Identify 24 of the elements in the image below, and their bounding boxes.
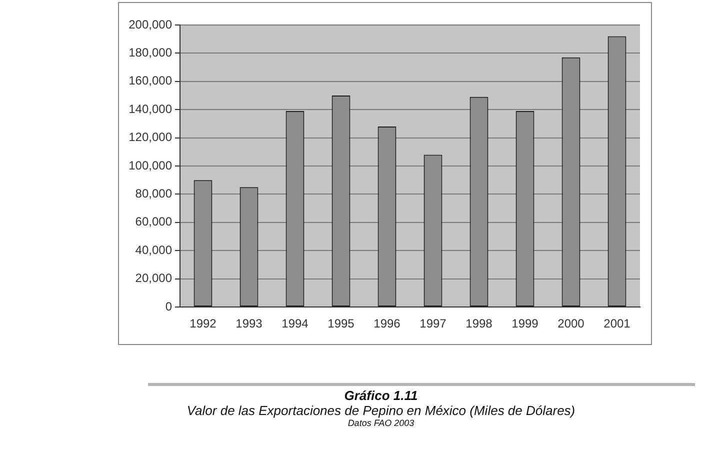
y-tick-label: 0: [165, 299, 172, 314]
x-tick-label: 1998: [466, 316, 493, 331]
y-tick-label: 200,000: [128, 17, 172, 32]
y-tick-label: 160,000: [128, 74, 172, 88]
y-tick-label: 60,000: [135, 214, 172, 229]
x-tick-label: 2000: [558, 316, 585, 331]
y-tick-label: 140,000: [128, 102, 172, 116]
y-tick-label: 20,000: [135, 271, 172, 286]
y-tick-label: 100,000: [128, 158, 172, 172]
text: Datos FAO 2003: [346, 418, 416, 429]
y-tick-label: 80,000: [135, 186, 172, 201]
y-tick-label: 40,000: [135, 242, 172, 257]
y-tick-label: 180,000: [128, 46, 172, 60]
x-tick-label: 2001: [604, 316, 631, 331]
text: Valor de las Exportaciones de Pepino en México (Miles de Dólares): [186, 403, 576, 418]
x-tick-label: 1995: [328, 316, 355, 331]
x-tick-label: 1999: [512, 316, 539, 331]
x-tick-label: 1994: [282, 316, 309, 331]
x-tick-label: 1992: [190, 316, 217, 331]
x-tick-label: 1997: [420, 316, 447, 331]
text: Gráfico 1.11: [343, 388, 419, 403]
x-tick-label: 1993: [236, 316, 263, 331]
y-tick-label: 120,000: [128, 130, 172, 144]
x-tick-label: 1996: [374, 316, 401, 331]
